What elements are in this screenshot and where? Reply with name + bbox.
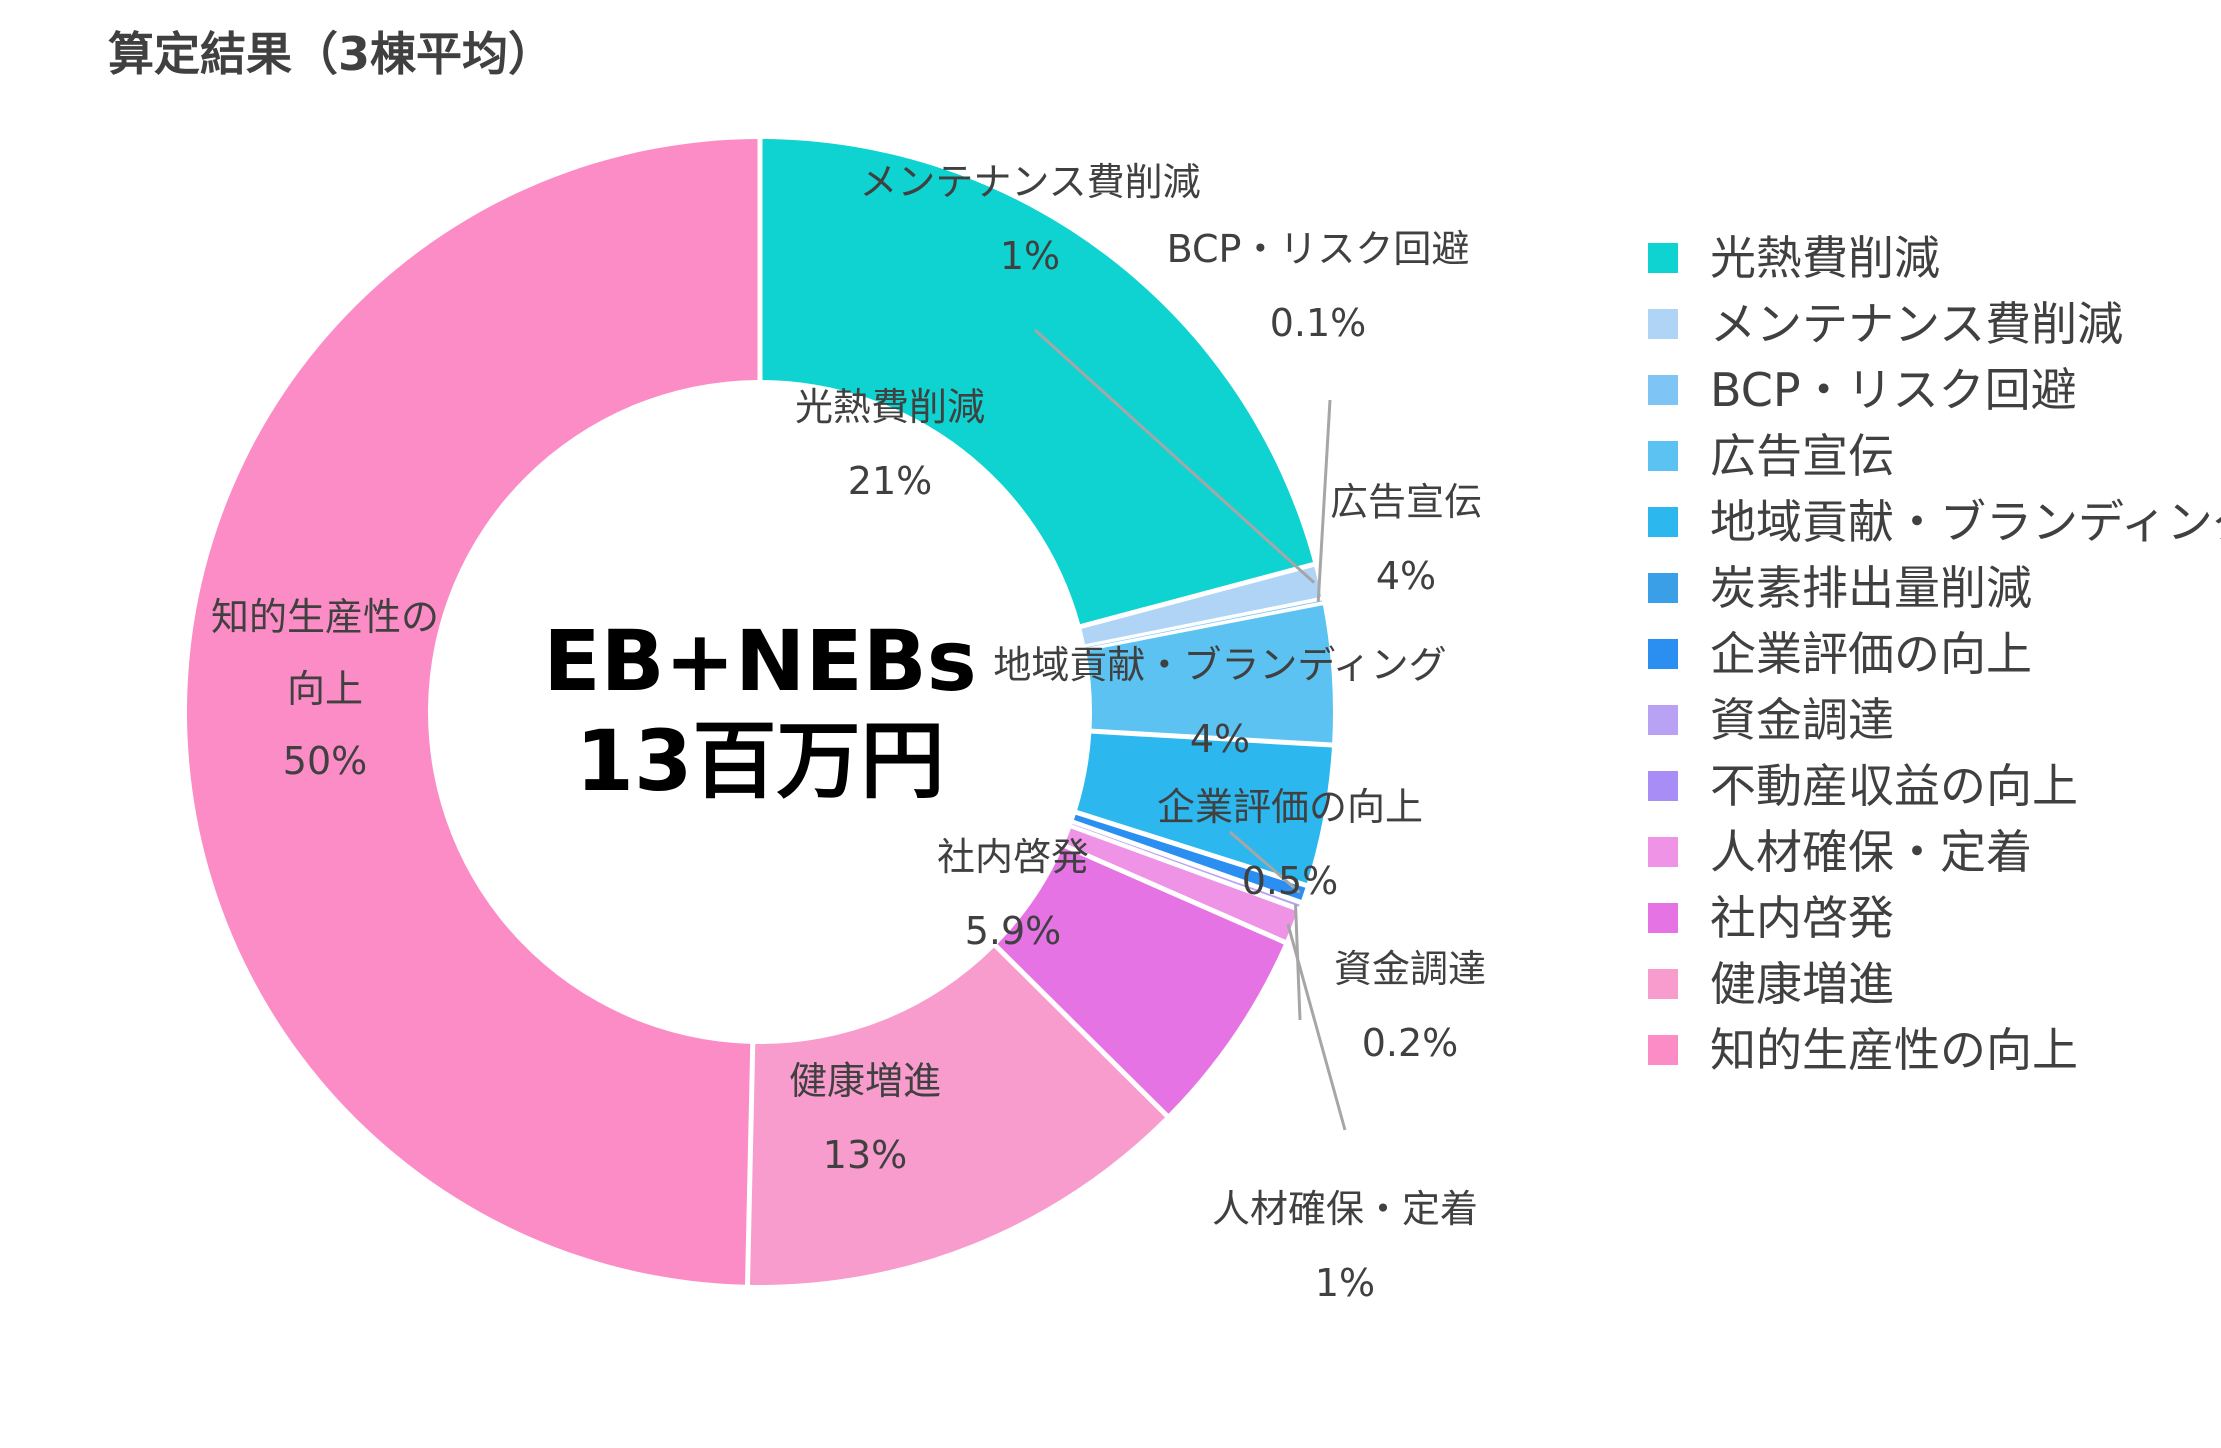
legend-label-0: 光熱費削減 — [1710, 231, 1940, 285]
legend-swatch-4 — [1648, 507, 1678, 537]
slice-4 — [1077, 733, 1332, 883]
slice-labels: 光熱費削減 21% メンテナンス費削減 1% BCP・リスク回避 0.1% 広告宣伝 4% 地域… — [211, 160, 1486, 1305]
slice-12 — [186, 139, 758, 1285]
slice-label-value-4: 4% — [1190, 717, 1250, 761]
legend-swatch-9 — [1648, 837, 1678, 867]
legend-label-9: 人材確保・定着 — [1710, 825, 2032, 879]
slice-label-name-3: 広告宣伝 — [1330, 480, 1482, 524]
slice-0 — [762, 139, 1314, 625]
slice-label-value-11: 13% — [823, 1133, 907, 1177]
legend-label-5: 炭素排出量削減 — [1710, 561, 2032, 615]
slice-label-name-12-line2: 向上 — [287, 667, 363, 711]
legend-swatch-5 — [1648, 573, 1678, 603]
chart-title: 算定結果（3棟平均） — [108, 27, 555, 81]
slice-label-name-2: BCP・リスク回避 — [1167, 227, 1470, 271]
leader-line-2 — [1316, 399, 1332, 602]
legend-swatch-11 — [1648, 969, 1678, 999]
slice-label-value-2: 0.1% — [1270, 301, 1367, 345]
legend-label-6: 企業評価の向上 — [1710, 627, 2032, 681]
slice-label-name-11: 健康増進 — [789, 1059, 941, 1103]
legend-swatch-0 — [1648, 243, 1678, 273]
center-label-line1: EB+NEBs — [543, 612, 977, 710]
slice-label-name-0: 光熱費削減 — [795, 385, 985, 429]
legend-label-11: 健康増進 — [1710, 957, 1894, 1011]
slice-label-value-6: 0.5% — [1242, 859, 1339, 903]
slice-7 — [1072, 823, 1300, 907]
leader-line-6 — [1229, 830, 1301, 894]
slice-label-value-3: 4% — [1376, 554, 1436, 598]
donut-slices — [186, 139, 1334, 1285]
slice-label-value-10: 5.9% — [965, 909, 1062, 953]
legend-swatch-2 — [1648, 375, 1678, 405]
slice-label-value-1: 1% — [1000, 234, 1060, 278]
legend-label-7: 資金調達 — [1710, 693, 1894, 747]
leader-lines — [1033, 328, 1347, 1131]
slice-2 — [1085, 600, 1323, 648]
slice-label-name-12: 知的生産性の — [211, 595, 439, 639]
legend-swatch-12 — [1648, 1035, 1678, 1065]
legend-swatch-6 — [1648, 639, 1678, 669]
legend-label-1: メンテナンス費削減 — [1710, 297, 2123, 351]
slice-10 — [997, 847, 1284, 1114]
slice-1 — [1081, 566, 1322, 645]
slice-label-value-12: 50% — [283, 739, 367, 783]
leader-line-1 — [1033, 328, 1316, 584]
legend-label-12: 知的生産性の向上 — [1710, 1023, 2078, 1077]
slice-label-name-1: メンテナンス費削減 — [859, 160, 1200, 204]
leader-line-9 — [1286, 923, 1347, 1131]
legend-swatch-8 — [1648, 771, 1678, 801]
legend-label-2: BCP・リスク回避 — [1710, 363, 2077, 417]
legend-label-8: 不動産収益の向上 — [1710, 759, 2078, 813]
legend-label-4: 地域貢献・ブランディング — [1710, 495, 2221, 549]
center-total: EB+NEBs 13百万円 — [543, 612, 977, 810]
center-label-line2: 13百万円 — [576, 712, 945, 810]
slice-label-name-4: 地域貢献・ブランディング — [993, 643, 1446, 687]
slice-9 — [1065, 828, 1298, 940]
legend-swatch-10 — [1648, 903, 1678, 933]
slice-label-name-10: 社内啓発 — [937, 835, 1089, 879]
slice-label-value-9: 1% — [1315, 1261, 1375, 1305]
slice-6 — [1073, 814, 1306, 900]
slice-label-name-6: 企業評価の向上 — [1157, 785, 1423, 829]
legend-swatch-7 — [1648, 705, 1678, 735]
slice-label-name-7: 資金調達 — [1334, 947, 1486, 991]
legend-swatch-3 — [1648, 441, 1678, 471]
slice-label-name-9: 人材確保・定着 — [1212, 1187, 1478, 1231]
legend-swatch-1 — [1648, 309, 1678, 339]
legend-label-10: 社内啓発 — [1710, 891, 1894, 945]
slice-label-value-7: 0.2% — [1362, 1021, 1459, 1065]
legend-label-3: 広告宣伝 — [1710, 429, 1894, 483]
slice-11 — [749, 947, 1165, 1285]
slice-3 — [1086, 605, 1334, 743]
slice-label-value-0: 21% — [848, 459, 932, 503]
